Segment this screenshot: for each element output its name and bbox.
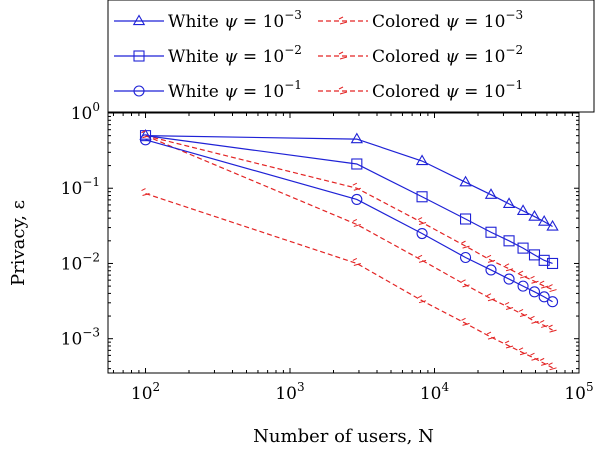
x-tick-label: 104 — [420, 380, 450, 404]
data-point-3 — [518, 309, 528, 317]
x-tick-label: 103 — [275, 380, 304, 404]
legend-label-4: White ψ = 10−1 — [168, 78, 302, 102]
data-point-0 — [139, 129, 152, 140]
series-line-2 — [145, 135, 553, 265]
data-point-2 — [503, 235, 515, 247]
data-point-4 — [459, 251, 472, 264]
data-point-4 — [528, 286, 541, 298]
data-point-4 — [538, 291, 550, 303]
data-point-5 — [141, 188, 150, 197]
data-point-2 — [351, 158, 363, 170]
legend-marker-3 — [338, 51, 348, 60]
data-point-2 — [459, 213, 472, 225]
data-point-5 — [530, 352, 539, 361]
data-point-5 — [518, 347, 528, 356]
legend-label-3: Colored ψ = 10−2 — [372, 43, 523, 67]
y-tick-label: 100 — [71, 100, 100, 124]
data-point-1 — [417, 217, 427, 226]
legend-marker-1 — [338, 16, 348, 25]
data-point-1 — [352, 182, 361, 191]
data-point-1 — [530, 275, 539, 284]
data-point-0 — [537, 215, 551, 226]
axis-labels: Number of users, N Privacy, ε — [8, 200, 434, 447]
legend-marker-2 — [133, 50, 145, 62]
legend-label-0: White ψ = 10−3 — [168, 8, 302, 32]
data-point-2 — [538, 254, 550, 266]
data-point-3 — [504, 302, 514, 310]
x-tick-label: 102 — [131, 380, 160, 404]
data-point-5 — [504, 340, 514, 349]
data-point-3 — [352, 219, 361, 227]
data-point-2 — [517, 242, 529, 254]
series-markers — [139, 129, 559, 371]
legend-label-1: Colored ψ = 10−3 — [372, 8, 523, 32]
data-point-5 — [539, 357, 549, 366]
data-point-2 — [416, 191, 428, 203]
data-point-1 — [504, 263, 514, 272]
data-point-0 — [502, 197, 516, 208]
data-point-1 — [486, 254, 496, 263]
data-point-5 — [417, 295, 427, 304]
data-point-4 — [351, 193, 363, 205]
data-point-0 — [528, 209, 541, 221]
data-point-0 — [459, 175, 472, 187]
data-point-2 — [546, 257, 559, 270]
legend-label-5: Colored ψ = 10−1 — [372, 78, 523, 102]
legend-marker-5 — [338, 86, 348, 95]
axis-ticks: 102 103 104 105 100 10−1 10−2 10−3 — [61, 100, 594, 404]
legend: White ψ = 10−3 Colored ψ = 10−3 White ψ = … — [107, 0, 595, 113]
data-point-4 — [485, 264, 497, 276]
y-tick-label: 10−3 — [61, 326, 100, 350]
data-point-3 — [486, 293, 496, 302]
data-point-4 — [503, 273, 515, 285]
legend-marker-4 — [133, 85, 145, 97]
x-axis-label: Number of users, N — [253, 426, 434, 447]
series-line-0 — [145, 135, 553, 228]
data-point-0 — [516, 204, 530, 216]
series-line-5 — [145, 192, 553, 369]
data-point-5 — [548, 362, 557, 371]
data-point-4 — [139, 134, 152, 146]
legend-marker-0 — [132, 14, 146, 26]
y-axis-label: Privacy, ε — [8, 200, 29, 286]
series-line-1 — [145, 135, 553, 291]
legend-label-2: White ψ = 10−2 — [168, 43, 302, 67]
data-point-3 — [548, 324, 557, 333]
data-point-3 — [539, 320, 549, 328]
data-point-4 — [546, 296, 559, 308]
data-point-5 — [486, 331, 496, 340]
y-tick-label: 10−1 — [61, 175, 100, 199]
data-point-5 — [352, 258, 361, 266]
data-point-1 — [461, 240, 470, 249]
data-point-1 — [539, 280, 549, 289]
data-point-1 — [518, 270, 528, 279]
data-point-0 — [350, 132, 364, 144]
data-point-3 — [417, 254, 427, 263]
data-point-4 — [416, 227, 428, 240]
data-point-0 — [415, 154, 429, 166]
data-point-0 — [546, 219, 559, 231]
data-point-2 — [485, 226, 497, 238]
series-lines — [145, 135, 553, 369]
data-point-4 — [517, 280, 529, 292]
x-tick-label: 105 — [564, 380, 593, 404]
data-point-5 — [461, 317, 470, 326]
plot-frame — [107, 112, 580, 374]
series-line-3 — [145, 135, 553, 331]
data-point-0 — [484, 188, 498, 199]
data-point-3 — [461, 279, 470, 288]
data-point-3 — [530, 315, 539, 324]
data-point-1 — [548, 284, 557, 293]
y-tick-label: 10−2 — [61, 250, 100, 274]
